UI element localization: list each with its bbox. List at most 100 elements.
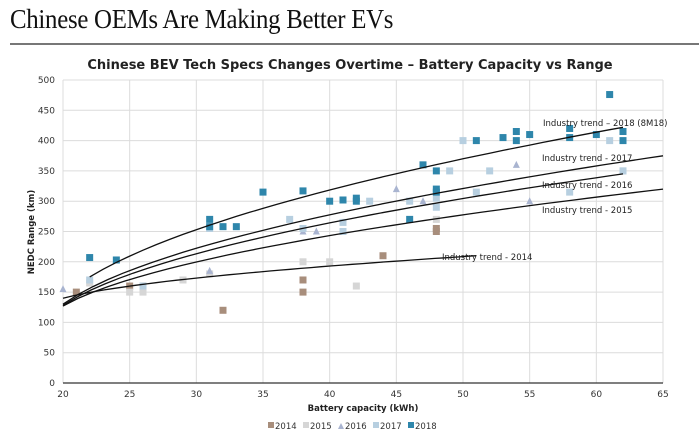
data-point-2018 — [326, 197, 334, 205]
trend-lines: Industry trend – 2018 (8M18) Industry tre… — [62, 119, 668, 307]
data-point-2016 — [59, 285, 67, 293]
data-point-2016 — [312, 227, 320, 235]
trend-label: Industry trend – 2018 (8M18) — [543, 119, 668, 129]
data-point-2015 — [126, 288, 134, 296]
data-point-2018 — [259, 188, 267, 196]
chart-title: Chinese BEV Tech Specs Changes Overtime … — [87, 58, 612, 73]
data-point-2018 — [432, 167, 440, 175]
data-point-2016 — [392, 185, 400, 193]
trend-line — [62, 155, 664, 305]
data-point-2014 — [299, 276, 307, 284]
data-point-2018 — [432, 188, 440, 196]
data-point-2014 — [219, 306, 227, 314]
legend-item-2018: 2018 — [408, 422, 437, 432]
x-tick-label: 20 — [57, 390, 69, 400]
data-points — [59, 91, 627, 314]
legend-label: 2016 — [345, 422, 367, 432]
legend-label: 2015 — [310, 422, 332, 432]
data-point-2016 — [512, 160, 520, 168]
trend-line — [89, 126, 624, 278]
data-point-2017 — [339, 228, 347, 235]
data-point-2017 — [339, 218, 347, 226]
x-tick-label: 40 — [324, 390, 336, 400]
data-point-2018 — [86, 254, 94, 262]
y-tick-label: 450 — [38, 106, 55, 116]
data-point-2018 — [512, 137, 520, 145]
data-point-2014 — [432, 224, 440, 232]
data-point-2015 — [326, 258, 334, 266]
data-point-2017 — [459, 137, 467, 145]
data-point-2018 — [112, 256, 120, 264]
data-point-2015 — [139, 288, 147, 296]
data-point-2017 — [619, 167, 627, 175]
x-axis-label: Battery capacity (kWh) — [308, 404, 419, 414]
y-axis-ticks: 0 50 100 150 200 250 300 350 400 450 500 — [38, 76, 55, 389]
data-point-2018 — [339, 196, 347, 204]
data-point-2018 — [566, 124, 574, 132]
legend-marker — [303, 422, 309, 428]
x-axis-ticks: 20 25 30 35 40 45 50 55 60 65 — [57, 390, 668, 400]
y-tick-label: 500 — [38, 76, 55, 86]
trend-line — [62, 188, 664, 307]
legend-label: 2018 — [415, 422, 437, 432]
data-point-2018 — [419, 161, 427, 169]
data-point-2017 — [86, 276, 94, 284]
y-tick-label: 100 — [38, 318, 55, 328]
data-point-2017 — [432, 203, 440, 211]
data-point-2017 — [472, 188, 480, 196]
data-point-2018 — [219, 223, 227, 231]
x-tick-label: 60 — [591, 390, 603, 400]
x-tick-label: 35 — [257, 390, 268, 400]
data-point-2017 — [566, 188, 574, 196]
y-tick-label: 350 — [38, 167, 55, 177]
x-tick-label: 30 — [191, 390, 203, 400]
legend-item-2016: 2016 — [338, 422, 367, 432]
data-point-2016 — [206, 266, 214, 274]
data-point-2017 — [486, 167, 494, 175]
data-point-2018 — [472, 137, 480, 145]
y-tick-label: 150 — [38, 288, 55, 298]
data-point-2017 — [366, 197, 374, 205]
data-point-2014 — [379, 252, 387, 260]
data-point-2018 — [499, 134, 507, 142]
data-point-2018 — [352, 197, 360, 205]
data-point-2018 — [232, 223, 240, 231]
page-headline: Chinese OEMs Are Making Better EVs — [10, 4, 394, 34]
data-point-2014 — [299, 288, 307, 296]
x-tick-label: 55 — [524, 390, 535, 400]
y-tick-label: 200 — [38, 258, 55, 268]
data-point-2015 — [206, 270, 214, 278]
data-point-2017 — [406, 197, 414, 205]
legend: 2014 2015 2016 2017 2018 — [268, 422, 437, 432]
data-point-2018 — [512, 128, 520, 136]
data-point-2017 — [432, 194, 440, 202]
data-point-2018 — [619, 137, 627, 145]
data-point-2018 — [206, 223, 214, 231]
trend-label: Industry trend - 2017 — [542, 154, 632, 164]
legend-label: 2014 — [275, 422, 297, 432]
data-point-2017 — [606, 137, 614, 145]
data-point-2018 — [206, 215, 214, 223]
legend-item-2014: 2014 — [268, 422, 297, 432]
y-tick-label: 300 — [38, 197, 55, 207]
data-point-2015 — [352, 282, 360, 290]
trend-label: Industry trend - 2016 — [542, 181, 632, 191]
data-point-2015 — [299, 258, 307, 266]
trend-line — [62, 255, 477, 299]
data-point-2017 — [286, 215, 294, 223]
y-axis-label: NEDC Range (km) — [27, 190, 37, 275]
legend-marker — [408, 422, 414, 428]
y-tick-label: 50 — [44, 349, 56, 359]
x-tick-label: 50 — [457, 390, 469, 400]
y-tick-label: 0 — [49, 379, 55, 389]
x-tick-label: 25 — [124, 390, 135, 400]
data-point-2017 — [446, 167, 454, 175]
data-point-2018 — [299, 187, 307, 195]
data-point-2016 — [419, 197, 427, 205]
x-tick-label: 65 — [657, 390, 668, 400]
data-point-2018 — [592, 131, 600, 139]
x-tick-label: 45 — [391, 390, 402, 400]
y-tick-label: 250 — [38, 228, 55, 238]
y-tick-label: 400 — [38, 137, 55, 147]
